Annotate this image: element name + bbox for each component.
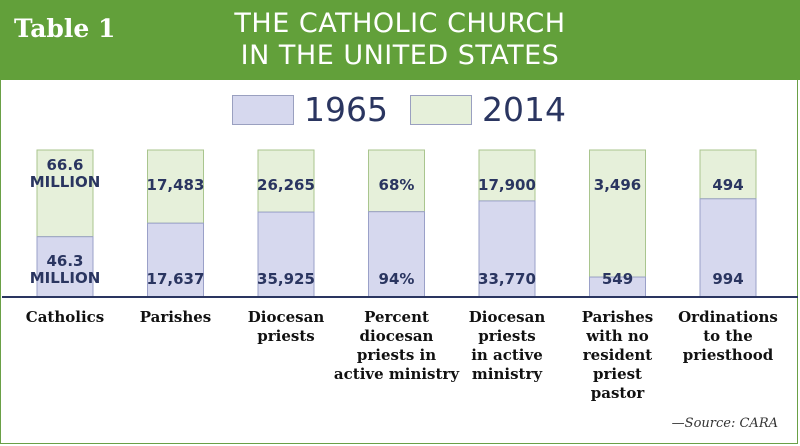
bar-2014-6 (699, 149, 757, 200)
data-label-1965-3: 94% (379, 270, 415, 288)
data-label-1965-5: 549 (602, 270, 633, 288)
source-note: —Source: CARA (671, 416, 778, 431)
title-banner: Table 1 THE CATHOLIC CHURCH IN THE UNITE… (0, 0, 800, 80)
category-label-5: Parishes with no resident priest pastor (582, 308, 654, 402)
data-label-1965-6: 994 (712, 270, 743, 288)
title-line-2: IN THE UNITED STATES (240, 40, 560, 71)
table-label: Table 1 (14, 14, 116, 43)
bar-2014-0 (36, 149, 94, 238)
data-label-2014-2: 26,265 (257, 176, 315, 194)
category-label-2: Diocesan priests (248, 308, 325, 345)
category-label-3: Percent diocesan priests in active ministry (334, 308, 460, 383)
data-label-1965-2: 35,925 (257, 270, 315, 288)
data-label-2014-3: 68% (379, 176, 415, 194)
legend-swatch-2014 (410, 95, 472, 125)
category-label-0: Catholics (26, 308, 104, 326)
data-label-2014-0: 66.6 MILLION (30, 156, 101, 191)
bar-1965-1 (147, 222, 204, 298)
bar-1965-2 (257, 211, 315, 298)
title-line-1: THE CATHOLIC CHURCH (234, 8, 566, 39)
legend-swatch-1965 (232, 95, 294, 125)
data-label-2014-6: 494 (712, 176, 743, 194)
data-label-2014-5: 3,496 (594, 176, 641, 194)
category-label-6: Ordinations to the priesthood (678, 308, 778, 364)
data-label-2014-1: 17,483 (147, 176, 205, 194)
bar-1965-4 (478, 200, 536, 298)
data-label-1965-4: 33,770 (478, 270, 536, 288)
data-label-2014-4: 17,900 (478, 176, 536, 194)
category-label-4: Diocesan priests in active ministry (469, 308, 546, 383)
bar-2014-1 (147, 149, 204, 224)
bar-1965-3 (368, 211, 425, 298)
bar-2014-5 (589, 149, 646, 278)
bar-2014-4 (478, 149, 536, 202)
data-label-1965-0: 46.3 MILLION (30, 252, 101, 287)
chart-title: THE CATHOLIC CHURCH IN THE UNITED STATES (150, 8, 650, 72)
legend-label-1965: 1965 (304, 90, 388, 129)
category-label-1: Parishes (140, 308, 212, 326)
bar-1965-6 (699, 198, 757, 298)
data-label-1965-1: 17,637 (147, 270, 205, 288)
legend-label-2014: 2014 (482, 90, 566, 129)
